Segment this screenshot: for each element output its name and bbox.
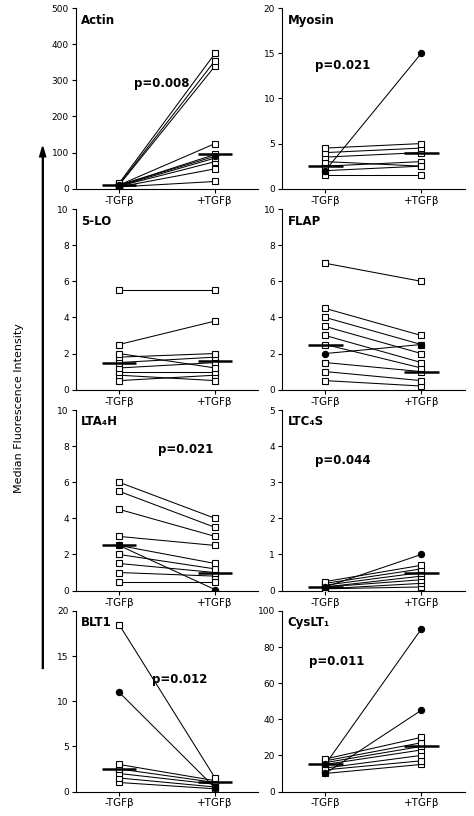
Text: BLT1: BLT1	[82, 616, 112, 629]
Text: p=0.021: p=0.021	[315, 60, 370, 73]
Text: p=0.021: p=0.021	[158, 443, 213, 456]
Text: FLAP: FLAP	[288, 215, 321, 228]
Text: p=0.011: p=0.011	[310, 655, 365, 668]
Text: CysLT₁: CysLT₁	[288, 616, 329, 629]
Text: p=0.012: p=0.012	[153, 673, 208, 686]
Text: Actin: Actin	[82, 14, 116, 27]
Text: LTA₄H: LTA₄H	[82, 415, 118, 428]
Text: Median Fluorescence Intensity: Median Fluorescence Intensity	[14, 323, 24, 493]
Text: Myosin: Myosin	[288, 14, 334, 27]
Text: p=0.044: p=0.044	[315, 454, 371, 467]
Text: p=0.008: p=0.008	[134, 78, 190, 91]
Text: 5-LO: 5-LO	[82, 215, 111, 228]
Text: LTC₄S: LTC₄S	[288, 415, 324, 428]
